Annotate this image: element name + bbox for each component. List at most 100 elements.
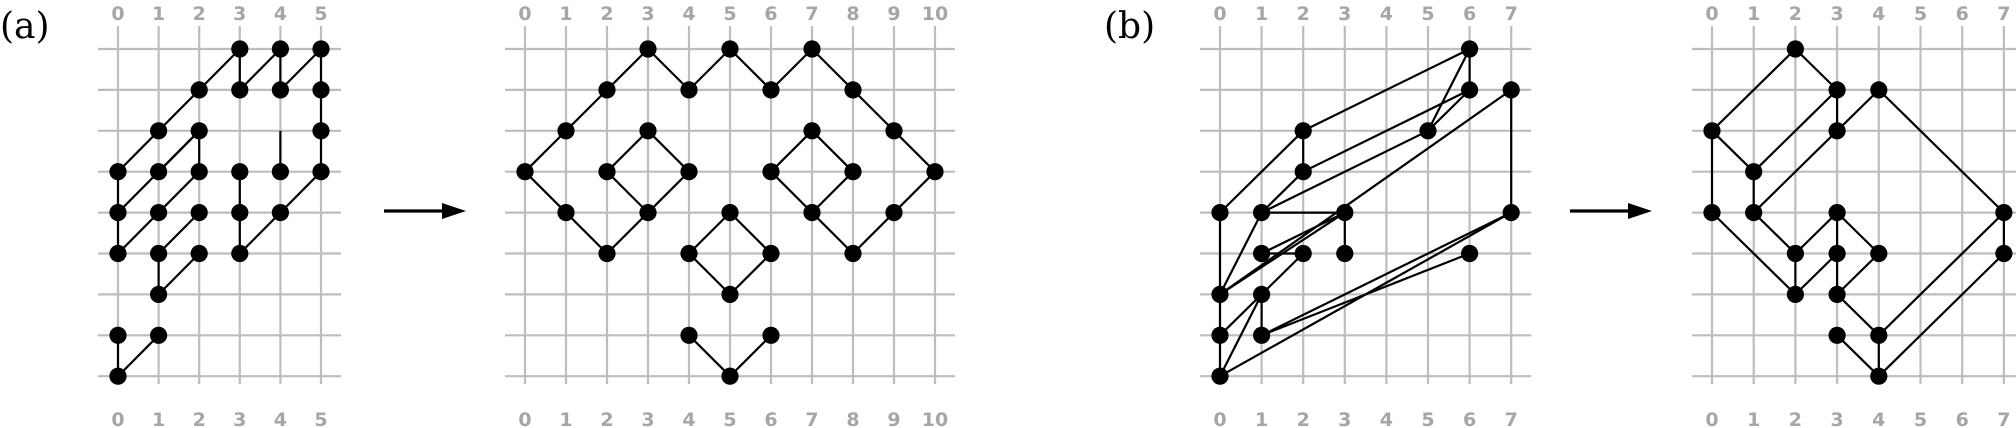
node xyxy=(1461,40,1479,58)
edge xyxy=(279,48,322,91)
column-tick-top: 4 xyxy=(274,3,287,25)
column-tick-bottom: 6 xyxy=(764,409,777,428)
edge xyxy=(1219,293,1263,377)
column-tick-bottom: 2 xyxy=(600,409,613,428)
node xyxy=(1870,244,1888,263)
edge xyxy=(1794,252,1838,296)
node xyxy=(762,326,780,344)
node xyxy=(1211,367,1229,385)
column-tick-bottom: 1 xyxy=(1747,409,1760,428)
column-tick-top: 1 xyxy=(1255,3,1268,25)
node xyxy=(1828,122,1846,140)
node xyxy=(762,163,780,181)
node xyxy=(803,122,821,140)
edge xyxy=(1261,211,1346,255)
column-tick-top: 0 xyxy=(518,3,531,25)
column-tick-bottom: 4 xyxy=(274,409,287,428)
node xyxy=(1745,163,1763,181)
edge xyxy=(157,252,200,296)
edge xyxy=(1794,48,1838,91)
node xyxy=(150,163,168,181)
column-tick-bottom: 0 xyxy=(518,409,531,428)
edge xyxy=(729,48,772,91)
node xyxy=(1253,285,1271,303)
column-tick-bottom: 9 xyxy=(887,409,900,428)
node xyxy=(190,204,208,222)
column-tick-top: 1 xyxy=(559,3,572,25)
edge xyxy=(1878,211,2005,337)
node xyxy=(1253,244,1271,263)
node xyxy=(1336,244,1354,263)
node xyxy=(109,244,127,263)
node xyxy=(271,40,289,58)
column-tick-bottom: 5 xyxy=(1421,409,1434,428)
column-tick-bottom: 7 xyxy=(1997,409,2010,428)
edge xyxy=(647,130,690,173)
node xyxy=(680,244,698,263)
node xyxy=(1828,326,1846,344)
column-tick-bottom: 3 xyxy=(1830,409,1843,428)
panel-label-a: (a) xyxy=(0,6,50,47)
node xyxy=(312,163,330,181)
node xyxy=(1995,204,2013,222)
node xyxy=(190,122,208,140)
column-tick-bottom: 7 xyxy=(805,409,818,428)
node xyxy=(1828,81,1846,99)
arrow-b xyxy=(1570,203,1652,219)
edge xyxy=(606,130,649,173)
node xyxy=(150,285,168,303)
column-tick-bottom: 10 xyxy=(922,409,948,428)
column-tick-top: 5 xyxy=(723,3,736,25)
node xyxy=(639,40,657,58)
node xyxy=(1294,122,1312,140)
edge xyxy=(1260,170,1304,214)
column-tick-bottom: 4 xyxy=(682,409,695,428)
column-tick-top: 0 xyxy=(1213,3,1226,25)
node xyxy=(1786,285,1804,303)
column-tick-top: 9 xyxy=(887,3,900,25)
edge xyxy=(688,252,731,296)
column-tick-top: 8 xyxy=(846,3,859,25)
column-tick-bottom: 3 xyxy=(1338,409,1351,428)
node xyxy=(1995,244,2013,263)
edge xyxy=(1302,88,1471,173)
node xyxy=(926,163,944,181)
edge xyxy=(524,48,649,173)
node xyxy=(150,204,168,222)
node xyxy=(885,122,903,140)
column-tick-bottom: 3 xyxy=(641,409,654,428)
node xyxy=(1703,122,1721,140)
diagram-b-left: 0 0 1 1 2 2 3 3 4 4 5 5 6 6 7 7 xyxy=(1200,3,1532,428)
node xyxy=(1786,40,1804,58)
column-tick-top: 2 xyxy=(600,3,613,25)
node xyxy=(190,81,208,99)
node xyxy=(231,204,249,222)
edge xyxy=(1427,89,1471,132)
edge xyxy=(1219,88,1512,296)
edge xyxy=(1794,211,1838,255)
node xyxy=(721,204,739,222)
node xyxy=(1419,122,1437,140)
edge xyxy=(729,252,772,296)
column-tick-bottom: 1 xyxy=(559,409,572,428)
node xyxy=(1294,244,1312,263)
node xyxy=(598,163,616,181)
node xyxy=(1703,204,1721,222)
column-tick-top: 6 xyxy=(1956,3,1969,25)
column-tick-bottom: 0 xyxy=(1705,409,1718,428)
node xyxy=(598,244,616,263)
node xyxy=(271,204,289,222)
node xyxy=(1461,81,1479,99)
node xyxy=(231,40,249,58)
edge xyxy=(1878,89,2005,214)
column-tick-top: 2 xyxy=(193,3,206,25)
column-tick-bottom: 7 xyxy=(1505,409,1518,428)
edge xyxy=(1219,130,1304,214)
column-tick-top: 5 xyxy=(314,3,327,25)
edge xyxy=(1836,334,1880,377)
column-tick-top: 3 xyxy=(233,3,246,25)
edge xyxy=(688,48,731,91)
edge xyxy=(1261,129,1429,214)
diagram-a-right: 0 0 1 1 2 2 3 3 4 4 5 5 6 6 7 7 8 8 9 9 10 10 xyxy=(505,3,955,428)
node xyxy=(844,244,862,263)
